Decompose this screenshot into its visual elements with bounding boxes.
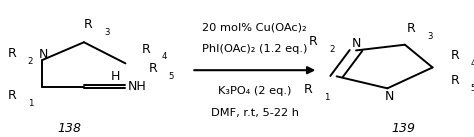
Text: 2: 2 <box>27 57 33 66</box>
Text: 5: 5 <box>169 72 174 81</box>
Text: 138: 138 <box>57 122 81 135</box>
Text: 2: 2 <box>329 45 335 54</box>
Text: R: R <box>450 49 459 62</box>
Text: 3: 3 <box>427 32 433 41</box>
Text: 1: 1 <box>324 93 329 102</box>
Text: N: N <box>384 90 394 103</box>
Text: 20 mol% Cu(OAc)₂: 20 mol% Cu(OAc)₂ <box>202 22 307 32</box>
Text: R: R <box>8 89 17 102</box>
Text: 1: 1 <box>27 99 33 108</box>
Text: N: N <box>39 48 48 61</box>
Text: 4: 4 <box>470 59 474 68</box>
Text: 139: 139 <box>392 122 416 135</box>
Text: R: R <box>309 35 318 48</box>
Text: PhI(OAc)₂ (1.2 eq.): PhI(OAc)₂ (1.2 eq.) <box>202 44 308 54</box>
Text: DMF, r.t, 5-22 h: DMF, r.t, 5-22 h <box>211 108 299 118</box>
Text: R: R <box>407 22 416 35</box>
Text: K₃PO₄ (2 eq.): K₃PO₄ (2 eq.) <box>218 86 292 96</box>
Text: R: R <box>8 47 17 60</box>
Text: R: R <box>142 43 151 56</box>
Text: NH: NH <box>128 80 147 93</box>
Text: 3: 3 <box>104 28 109 37</box>
Text: R: R <box>304 83 312 96</box>
Text: H: H <box>110 70 120 83</box>
Text: R: R <box>450 74 459 87</box>
Text: R: R <box>84 18 93 31</box>
Text: 4: 4 <box>162 52 167 62</box>
Text: R: R <box>149 62 157 75</box>
Text: 5: 5 <box>470 84 474 93</box>
Text: N: N <box>351 37 361 50</box>
